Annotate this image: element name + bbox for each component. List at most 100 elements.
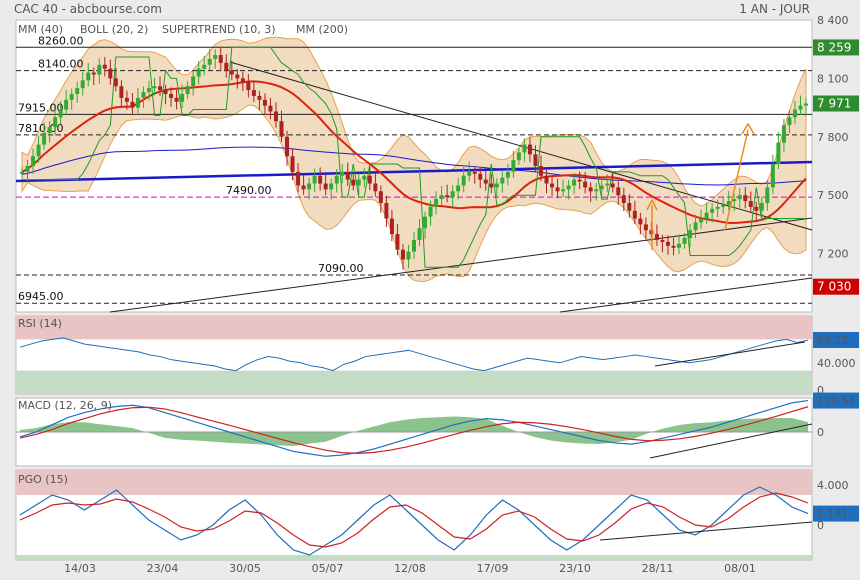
candle-138 [781,119,786,153]
rsi-oversold-zone [16,370,812,394]
legend-item-0: MM (40) [18,23,63,36]
candle-112 [638,212,643,235]
mm200-line [21,146,807,186]
candle-51 [301,175,306,195]
y-tick-main-0: 8 400 [817,14,849,27]
candle-59 [345,162,350,186]
svg-text:7 030: 7 030 [817,280,851,294]
y-tick-main-2: 7 800 [817,131,849,144]
candle-131 [743,187,748,209]
x-tick-8: 08/01 [724,562,756,575]
candle-58 [340,163,345,184]
candle-35 [213,49,218,69]
level-label-1: 8140.00 [38,58,84,71]
candle-42 [251,80,256,102]
level-label-4: 7490.00 [226,184,272,197]
candle-88 [505,163,510,186]
candle-111 [632,200,637,225]
candle-10 [75,81,80,103]
candle-116 [660,234,665,253]
pgo-signal-line [19,492,809,548]
uptrend-line-2 [559,277,813,313]
level-label-3: 7810.00 [18,122,64,135]
candle-26 [163,84,168,105]
candle-133 [754,201,759,222]
level-label-2: 7915.00 [18,101,64,114]
legend-item-3: MM (200) [296,23,348,36]
candle-39 [235,69,240,89]
candle-13 [91,67,96,86]
candle-36 [218,47,223,72]
macd-trendline [649,423,813,459]
candle-12 [86,63,91,87]
supertrend-line [22,46,806,268]
pgo-tick-4: 4.000 [817,479,849,492]
candle-41 [246,74,251,98]
candle-18 [119,80,124,108]
candle-98 [561,179,566,197]
candle-7 [58,100,63,125]
price-tag-0: 8 259 [813,39,859,56]
candle-33 [202,55,207,76]
macd-histogram [20,416,808,446]
candle-102 [583,172,588,194]
rsi-trendline [654,341,806,367]
candle-92 [527,136,532,163]
y-tick-main-1: 8 100 [817,72,849,85]
candle-91 [522,138,527,162]
candle-74 [428,200,433,226]
candle-77 [445,184,450,203]
candle-3 [36,135,41,163]
candle-37 [224,54,229,78]
candle-40 [240,71,245,92]
candle-90 [516,147,521,166]
candle-22 [141,86,146,108]
x-tick-3: 05/07 [312,562,344,575]
candle-31 [191,70,196,96]
candle-115 [654,224,659,246]
candle-9 [69,88,74,110]
candle-81 [467,161,472,182]
candle-125 [710,202,715,223]
blue-trendline [15,160,813,183]
x-tick-6: 23/10 [559,562,591,575]
candle-70 [406,244,411,269]
candle-6 [53,110,58,136]
candle-79 [456,178,461,200]
candle-50 [296,163,301,193]
pgo-line [19,486,809,556]
candle-106 [605,174,610,192]
pgo-lower-zone [16,555,812,560]
x-tick-4: 12/08 [394,562,426,575]
candle-130 [737,188,742,208]
candle-99 [566,180,571,200]
candle-32 [196,61,201,85]
candle-65 [378,185,383,213]
candle-8 [64,89,69,116]
candle-105 [599,177,604,198]
rsi-tag [813,332,859,349]
x-tick-1: 23/04 [147,562,179,575]
candle-28 [174,89,179,110]
rsi-title: RSI (14) [18,317,62,330]
candle-17 [113,67,118,92]
candle-132 [748,191,753,213]
candle-20 [130,93,135,115]
candle-124 [704,202,709,224]
rsi-tick-0: 0 [817,384,824,397]
y-tick-main-4: 7 200 [817,248,849,261]
pgo-tick-0: 0 [817,519,824,532]
candle-78 [450,185,455,207]
candle-103 [588,182,593,202]
y-tick-main-3: 7 500 [817,189,849,202]
x-tick-2: 30/05 [229,562,261,575]
candle-139 [787,109,792,134]
candle-11 [80,72,85,96]
candle-76 [439,186,444,206]
candle-94 [538,155,543,181]
candle-29 [180,84,185,108]
candle-84 [483,171,488,191]
chart-header-title: CAC 40 - abcbourse.com [14,2,162,16]
candle-134 [759,196,764,220]
candle-137 [776,132,781,170]
